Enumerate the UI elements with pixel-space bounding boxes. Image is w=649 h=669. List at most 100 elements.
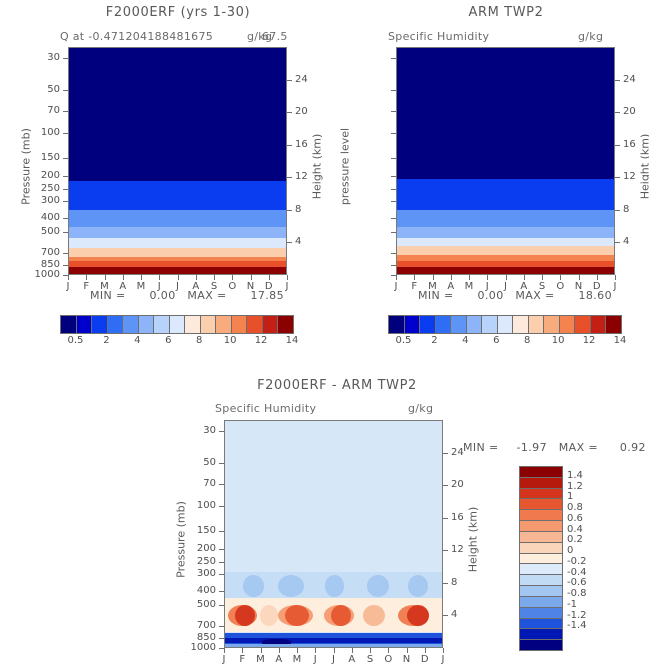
contour-band (397, 207, 614, 211)
contour-band (397, 158, 614, 161)
contour-band (397, 230, 614, 233)
contour-band (69, 86, 286, 89)
contour-band (69, 154, 286, 157)
contour-band (69, 49, 286, 53)
contour-band (397, 188, 614, 192)
pressure-tick (391, 200, 396, 202)
height-tick-label: 4 (295, 236, 302, 248)
contour-band (69, 264, 286, 268)
colorbar-tick-label: 1.2 (567, 480, 583, 492)
contour-band (69, 215, 286, 218)
month-label: J (157, 281, 161, 292)
pressure-tick (391, 132, 396, 134)
contour-band (397, 135, 614, 138)
contour-band (397, 258, 614, 262)
colorbar-cell (404, 316, 421, 333)
pressure-tick (391, 175, 396, 177)
month-tick (287, 275, 288, 280)
month-label: O (556, 281, 565, 292)
contour-band (69, 57, 286, 60)
panel-model-title: F2000ERF (yrs 1-30) (105, 5, 251, 20)
month-label: J (313, 654, 317, 665)
colorbar-tick-label: 14 (285, 335, 299, 346)
height-tick (443, 582, 448, 584)
contour-band (69, 230, 286, 233)
month-label: J (66, 281, 70, 292)
contour-band (397, 57, 614, 60)
panel-obs-units: g/kg (578, 30, 604, 43)
positive-core (331, 604, 351, 626)
pressure-tick (391, 232, 396, 234)
contour-band (69, 162, 286, 165)
colorbar-tick-label: 0.2 (567, 534, 583, 546)
contour-band (397, 122, 614, 125)
panel-obs-minmax: MIN = 0.00 MAX = 18.60 (418, 289, 612, 302)
contour-band (397, 114, 614, 117)
max-label: MAX = (558, 441, 599, 454)
pressure-tick (63, 252, 68, 254)
month-tick (86, 275, 88, 280)
colorbar-cell (262, 316, 279, 333)
colorbar-cell (185, 316, 201, 333)
contour-band (397, 131, 614, 135)
contour-band (69, 200, 286, 203)
contour-band (397, 184, 614, 188)
negative-core (324, 575, 345, 598)
month-label: S (366, 654, 374, 665)
month-tick (523, 275, 525, 280)
pressure-tick-label: 700 (40, 246, 60, 258)
contour-band (397, 144, 614, 148)
colorbar-cell (466, 316, 483, 333)
contour-band (69, 129, 286, 133)
height-tick (615, 112, 620, 114)
contour-band (69, 105, 286, 108)
contour-band (397, 165, 614, 169)
month-tick (351, 648, 353, 653)
min-value: -1.97 (516, 441, 547, 454)
colorbar-tick-label: 2 (431, 335, 438, 346)
height-tick-label: 16 (295, 138, 308, 150)
contour-band (397, 236, 614, 239)
contour-band (397, 112, 614, 116)
contour-band (397, 103, 614, 106)
positive-core (406, 604, 429, 626)
month-tick (278, 648, 280, 653)
colorbar-cell (497, 316, 514, 333)
pressure-tick (63, 200, 68, 202)
pressure-tick-label: 400 (196, 585, 216, 597)
contour-band (397, 241, 614, 245)
month-label: S (210, 281, 218, 292)
negative-core (407, 575, 428, 598)
month-label: N (574, 281, 583, 292)
contour-band (69, 125, 286, 129)
negative-core (367, 575, 390, 598)
colorbar-tick-label: 0.5 (67, 335, 84, 346)
contour-band (397, 133, 614, 136)
contour-band (397, 127, 614, 131)
contour-band (397, 209, 614, 212)
colorbar-tick-label: -1.2 (567, 609, 587, 621)
height-tick (287, 177, 292, 179)
month-tick (542, 275, 543, 280)
contour-band (397, 245, 614, 249)
colorbar-cell (420, 316, 436, 333)
contour-band (69, 103, 286, 106)
contour-band (397, 156, 614, 159)
pressure-tick-label: 30 (203, 425, 216, 437)
contour-band (397, 238, 614, 241)
colorbar-tick-label: 8 (196, 335, 203, 346)
colorbar-cell (61, 316, 77, 333)
contour-band (69, 72, 286, 76)
panel-obs-plot (396, 47, 615, 275)
contour-band (69, 268, 286, 271)
pressure-tick (219, 573, 224, 575)
contour-band (69, 262, 286, 266)
contour-band (397, 139, 614, 142)
contour-band (69, 133, 286, 136)
pressure-tick (391, 275, 396, 276)
max-label: MAX = (515, 289, 555, 302)
pressure-tick-label: 250 (196, 556, 216, 568)
pressure-tick-label: 50 (203, 456, 216, 468)
contour-band (69, 186, 286, 190)
contour-band (69, 68, 286, 72)
